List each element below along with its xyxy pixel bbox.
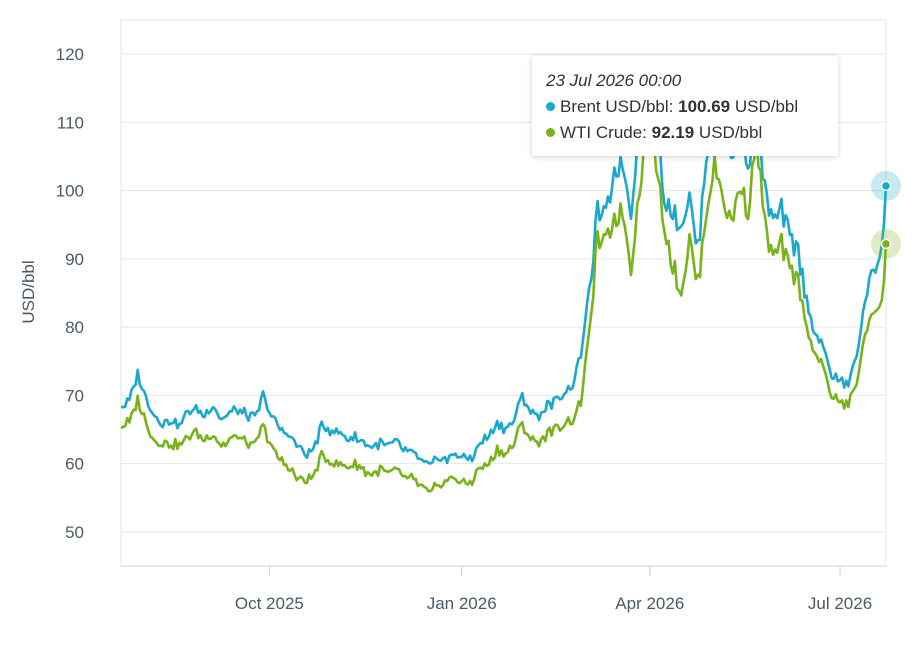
tooltip-wti-unit: USD/bbl [698, 123, 763, 142]
x-tick-label: Oct 2025 [235, 594, 304, 613]
brent-line-hover-point [880, 180, 892, 192]
brent-dot-icon [546, 102, 555, 111]
wti-dot-icon [546, 128, 555, 137]
y-tick-label: 70 [65, 386, 84, 405]
series-layer [120, 96, 888, 493]
tooltip-row-wti: WTI Crude: 92.19 USD/bbl [546, 120, 824, 146]
tooltip-brent-value: 100.69 [678, 97, 731, 116]
y-tick-label: 110 [57, 113, 84, 132]
wti-line-hover-point [880, 238, 892, 250]
tooltip-brent-label: Brent USD/bbl: [560, 97, 674, 116]
y-tick-label: 80 [65, 318, 84, 337]
tooltip-wti-label: WTI Crude: [560, 123, 647, 142]
tooltip-date: 23 Jul 2026 00:00 [546, 71, 682, 90]
axis-layer: 50 60 70 80 90 100 110 120 Oct 2025 Jan 2026 Apr 2… [56, 45, 886, 613]
y-tick-label: 90 [65, 250, 84, 269]
grid-layer [120, 19, 887, 566]
x-tick-label: Jul 2026 [808, 594, 872, 613]
y-axis-title: USD/bbl [19, 260, 38, 323]
y-tick-label: 100 [56, 182, 84, 201]
y-tick-label: 60 [65, 455, 84, 474]
tooltip-wti-value: 92.19 [651, 123, 695, 142]
y-tick-label: 120 [56, 45, 84, 64]
x-tick-label: Jan 2026 [427, 594, 497, 613]
marker-layer [871, 170, 901, 259]
wti-line [120, 124, 888, 493]
x-tick-label: Apr 2026 [615, 594, 684, 613]
y-tick-label: 50 [65, 523, 84, 542]
tooltip-row-brent: Brent USD/bbl: 100.69 USD/bbl [546, 94, 824, 120]
hover-tooltip: 23 Jul 2026 00:00 Brent USD/bbl: 100.69 … [532, 56, 838, 156]
tooltip-brent-unit: USD/bbl [734, 97, 799, 116]
